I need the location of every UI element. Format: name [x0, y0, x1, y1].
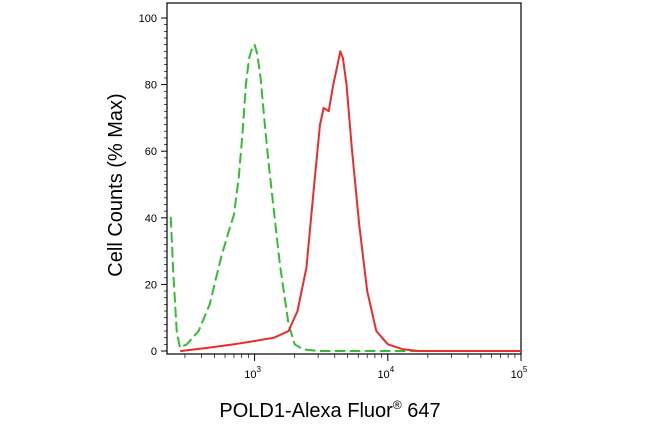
plot-frame [166, 2, 522, 355]
x-axis-title-suffix: 647 [402, 400, 441, 422]
x-axis-title-registered-mark: ® [393, 398, 402, 412]
y-tick-label: 100 [139, 13, 157, 25]
x-tick-label-exponent: 4 [390, 365, 395, 374]
y-tick-label: 0 [151, 346, 157, 358]
x-tick-label-base: 10 [511, 369, 523, 381]
series-layer [169, 43, 522, 352]
x-tick-label-exponent: 3 [256, 365, 261, 374]
control-histogram-curve [169, 43, 522, 352]
x-axis-title: POLD1-Alexa Fluor® 647 [219, 398, 440, 422]
x-tick-label-base: 10 [377, 369, 389, 381]
x-tick-label: 103 [244, 365, 261, 381]
y-axis: 0 20 40 60 80 100 [139, 13, 167, 358]
y-tick-label: 40 [145, 213, 157, 225]
y-tick-label: 20 [145, 279, 157, 291]
y-tick-label: 60 [145, 146, 157, 158]
x-axis: 103 104 105 [184, 354, 528, 381]
x-tick-label: 105 [511, 365, 528, 381]
y-axis-title: Cell Counts (% Max) [105, 93, 127, 276]
x-tick-label-exponent: 5 [523, 365, 528, 374]
x-tick-label: 104 [377, 365, 394, 381]
y-tick-label: 80 [145, 80, 157, 92]
x-tick-label-base: 10 [244, 369, 256, 381]
sample-histogram-curve [180, 50, 522, 352]
x-axis-title-main: POLD1-Alexa Fluor [219, 400, 393, 422]
